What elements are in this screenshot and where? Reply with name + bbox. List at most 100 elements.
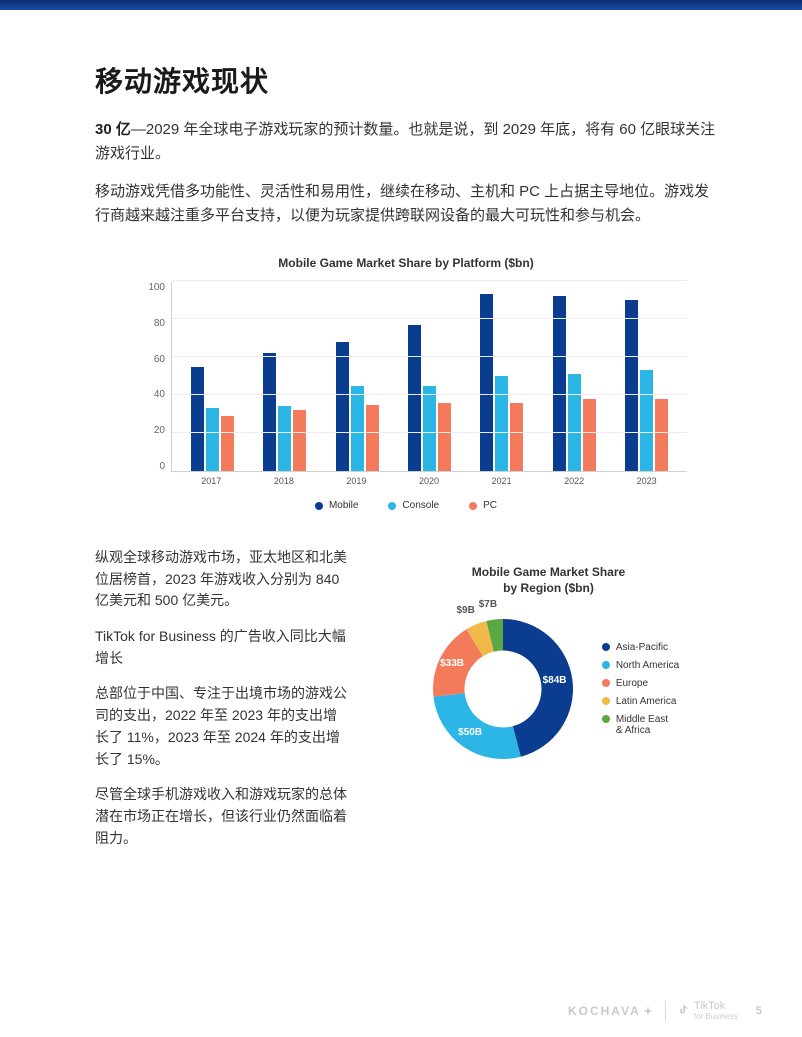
x-tick: 2019 (331, 476, 381, 486)
donut-chart-graphic: $84B$50B$33B$9B$7B (418, 604, 588, 774)
legend-dot (602, 643, 610, 651)
donut-legend-item: Asia-Pacific (602, 642, 679, 653)
donut-slice-label: $9B (457, 605, 475, 616)
bar-pc (221, 416, 234, 471)
bar-group (549, 296, 599, 471)
bar-console (640, 370, 653, 471)
donut-title-l1: Mobile Game Market Share (472, 565, 625, 579)
legend-text: North America (616, 660, 679, 671)
bar-console (278, 406, 291, 471)
lower-para-1: 纵观全球移动游戏市场，亚太地区和北美位居榜首，2023 年游戏收入分别为 840… (95, 547, 350, 612)
tiktok-icon (678, 1004, 690, 1018)
bar-mobile (625, 300, 638, 471)
legend-dot (602, 679, 610, 687)
donut-chart-legend: Asia-Pacific North America Europe Latin Ame… (602, 642, 679, 736)
tiktok-business-logo: TikTok for Business (678, 1000, 738, 1021)
legend-pc-label: PC (483, 500, 497, 511)
bar-chart-yaxis: 020406080100 (145, 282, 171, 472)
y-tick: 60 (145, 354, 165, 365)
legend-mobile: Mobile (315, 500, 358, 511)
legend-text: Europe (616, 678, 648, 689)
legend-mobile-label: Mobile (329, 500, 358, 511)
donut-legend-item: Europe (602, 678, 679, 689)
tiktok-text: TikTok (694, 1000, 725, 1012)
bar-mobile (480, 294, 493, 471)
lead-paragraph-2: 移动游戏凭借多功能性、灵活性和易用性，继续在移动、主机和 PC 上占据主导地位。… (95, 180, 717, 228)
bar-chart-area (171, 282, 687, 472)
bar-mobile (553, 296, 566, 471)
donut-slice-label: $33B (440, 658, 464, 669)
donut-chart: Mobile Game Market Share by Region ($bn)… (380, 547, 717, 863)
bar-chart: Mobile Game Market Share by Platform ($b… (95, 256, 717, 511)
bar-console (568, 374, 581, 471)
bar-pc (438, 403, 451, 471)
bar-group (622, 300, 672, 471)
lead-stat: 30 亿 (95, 121, 131, 138)
bar-pc (366, 405, 379, 472)
lower-para-4: 尽管全球手机游戏收入和游戏玩家的总体潜在市场正在增长，但该行业仍然面临着阻力。 (95, 784, 350, 849)
legend-dot (602, 661, 610, 669)
kochava-logo: KOCHAVA (568, 1004, 653, 1018)
bar-group (187, 367, 237, 472)
legend-text: Asia-Pacific (616, 642, 668, 653)
bar-mobile (408, 325, 421, 471)
top-accent-bar (0, 0, 802, 10)
lower-para-3: 总部位于中国、专注于出境市场的游戏公司的支出，2022 年至 2023 年的支出… (95, 683, 350, 770)
donut-legend-item: Middle East& Africa (602, 714, 679, 736)
bar-group (404, 325, 454, 471)
x-tick: 2018 (259, 476, 309, 486)
bar-pc (510, 403, 523, 471)
bar-chart-plot: 020406080100 (145, 282, 687, 472)
bar-mobile (336, 342, 349, 471)
legend-dot (602, 715, 610, 723)
bar-group (477, 294, 527, 471)
y-tick: 40 (145, 389, 165, 400)
legend-console: Console (388, 500, 439, 511)
x-tick: 2023 (622, 476, 672, 486)
bar-pc (583, 399, 596, 471)
donut-title-l2: by Region ($bn) (503, 581, 594, 595)
donut-legend-item: North America (602, 660, 679, 671)
bar-console (495, 376, 508, 471)
x-tick: 2021 (477, 476, 527, 486)
lead-paragraph-1: 30 亿—2029 年全球电子游戏玩家的预计数量。也就是说，到 2029 年底，… (95, 118, 717, 166)
page-number: 5 (756, 1005, 762, 1017)
lower-section: 纵观全球移动游戏市场，亚太地区和北美位居榜首，2023 年游戏收入分别为 840… (95, 547, 717, 863)
legend-pc: PC (469, 500, 497, 511)
donut-legend-item: Latin America (602, 696, 679, 707)
lower-para-2: TikTok for Business 的广告收入同比大幅增长 (95, 626, 350, 669)
bar-console (351, 386, 364, 472)
kochava-text: KOCHAVA (568, 1004, 641, 1018)
bar-chart-title: Mobile Game Market Share by Platform ($b… (95, 256, 717, 270)
y-tick: 20 (145, 425, 165, 436)
legend-dot (602, 697, 610, 705)
donut-chart-title: Mobile Game Market Share by Region ($bn) (380, 565, 717, 596)
x-tick: 2020 (404, 476, 454, 486)
legend-text: Latin America (616, 696, 677, 707)
bar-mobile (191, 367, 204, 472)
star-icon (643, 1006, 653, 1016)
bar-console (206, 408, 219, 471)
bar-chart-legend: Mobile Console PC (95, 500, 717, 511)
tiktok-subtext: for Business (694, 1012, 738, 1021)
donut-slice-label: $50B (458, 727, 482, 738)
footer-separator (665, 1001, 666, 1021)
page-footer: KOCHAVA TikTok for Business 5 (568, 1000, 762, 1021)
x-tick: 2017 (186, 476, 236, 486)
lead-rest: —2029 年全球电子游戏玩家的预计数量。也就是说，到 2029 年底，将有 6… (95, 121, 715, 162)
x-tick: 2022 (549, 476, 599, 486)
bar-mobile (263, 353, 276, 471)
donut-slice-label: $84B (543, 675, 567, 686)
page-title: 移动游戏现状 (95, 60, 717, 100)
lower-text-column: 纵观全球移动游戏市场，亚太地区和北美位居榜首，2023 年游戏收入分别为 840… (95, 547, 350, 863)
y-tick: 80 (145, 318, 165, 329)
bar-console (423, 386, 436, 472)
legend-text: Middle East& Africa (616, 714, 668, 736)
page-content: 移动游戏现状 30 亿—2029 年全球电子游戏玩家的预计数量。也就是说，到 2… (0, 10, 802, 863)
legend-console-label: Console (402, 500, 439, 511)
bar-group (332, 342, 382, 471)
bar-group (260, 353, 310, 471)
bar-pc (293, 410, 306, 471)
donut-slice-label: $7B (479, 599, 497, 610)
bar-pc (655, 399, 668, 471)
